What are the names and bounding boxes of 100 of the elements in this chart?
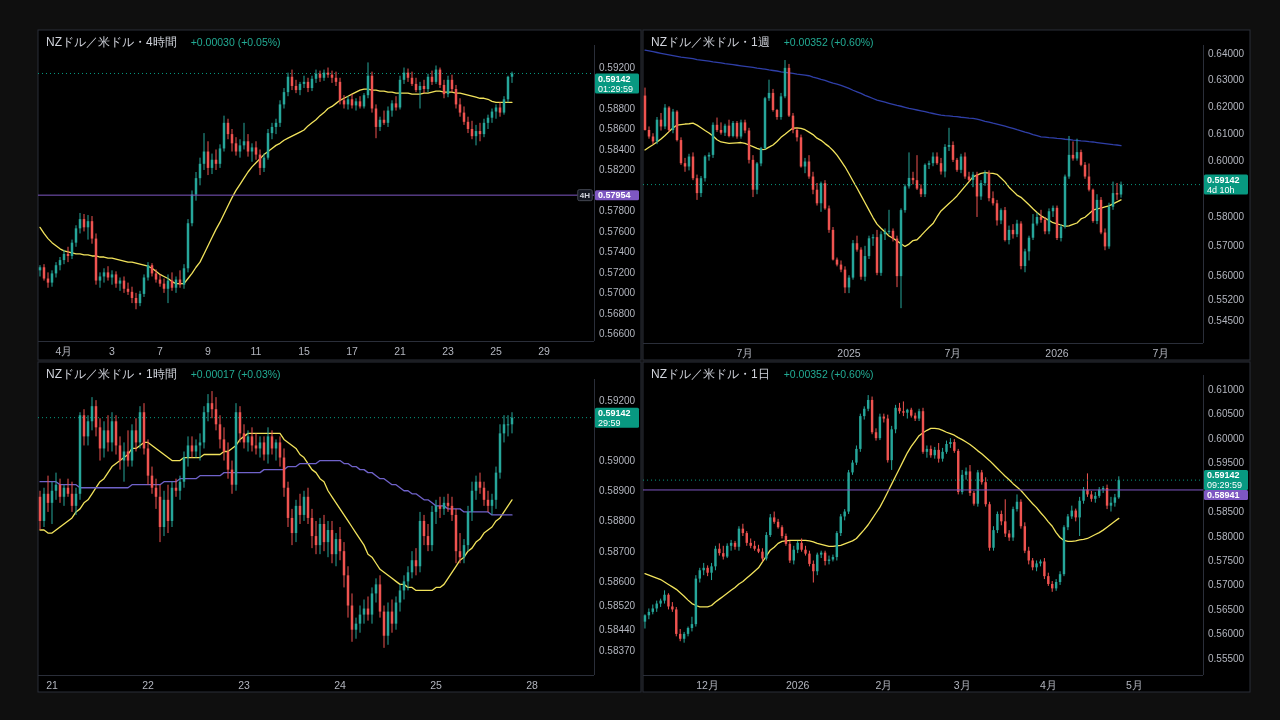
y-tick-label: 0.54500 — [1208, 314, 1245, 326]
chart-title: NZドル／米ドル・4時間 — [46, 35, 177, 49]
x-tick-label: 7 — [157, 345, 164, 357]
line-series — [39, 459, 513, 516]
x-tick-label: 2月 — [875, 679, 893, 691]
ref-line-label: 0.59142 29:59 — [598, 407, 631, 428]
x-tick-label: 11 — [250, 345, 262, 357]
candlestick — [894, 404, 897, 434]
y-tick-label: 0.58440 — [599, 624, 636, 636]
x-tick-label: 7月 — [1152, 347, 1170, 359]
ref-line-label: 0.59142 4d 10h — [1207, 174, 1240, 195]
candlestick — [98, 271, 102, 289]
x-tick-label: 21 — [46, 679, 58, 691]
x-tick-label: 29 — [538, 345, 550, 357]
candlestick — [996, 511, 999, 534]
candlestick — [238, 138, 242, 159]
candlestick — [154, 268, 158, 284]
y-tick-label: 0.57500 — [1208, 554, 1245, 566]
y-tick-label: 0.59000 — [599, 455, 636, 467]
candlestick — [643, 613, 647, 630]
y-tick-label: 0.60000 — [1208, 155, 1245, 167]
y-tick-label: 0.58200 — [599, 164, 636, 176]
x-tick-label: 4月 — [1039, 679, 1057, 691]
y-tick-label: 0.56000 — [1208, 269, 1245, 281]
candlestick — [506, 414, 510, 437]
candlestick — [964, 467, 968, 481]
y-tick-label: 0.57000 — [1208, 240, 1245, 252]
x-tick-label: 22 — [142, 679, 154, 691]
line-series — [39, 432, 513, 592]
ref-line-label: 0.58941 — [1207, 490, 1240, 501]
candlestick — [937, 442, 940, 464]
y-tick-label: 0.55500 — [1208, 652, 1245, 664]
x-tick-label: 28 — [526, 679, 538, 691]
chart-title: NZドル／米ドル・1時間 — [46, 367, 177, 381]
candlestick — [122, 441, 126, 483]
candlestick — [1043, 557, 1046, 580]
x-tick-label: 21 — [394, 345, 406, 357]
ref-line-label: 0.59142 01:29:59 — [598, 73, 634, 94]
y-tick-label: 0.58600 — [599, 575, 636, 587]
y-tick-label: 0.58500 — [1208, 506, 1245, 518]
y-tick-label: 0.63000 — [1208, 74, 1245, 86]
y-tick-label: 0.58000 — [1208, 211, 1245, 223]
y-tick-label: 0.55200 — [1208, 293, 1245, 305]
y-tick-label: 0.60000 — [1208, 432, 1245, 444]
annotation: 4H — [579, 190, 591, 200]
line-series — [644, 49, 1122, 147]
x-tick-label: 3月 — [953, 679, 971, 691]
y-tick-label: 0.58600 — [599, 123, 636, 135]
x-tick-label: 25 — [430, 679, 442, 691]
y-tick-label: 0.59200 — [599, 394, 636, 406]
candlestick — [494, 103, 498, 120]
candlestick — [707, 151, 711, 162]
candlestick — [510, 71, 514, 84]
chart-title: NZドル／米ドル・1日 — [651, 367, 770, 381]
x-tick-label: 7月 — [736, 347, 754, 359]
y-tick-label: 0.56600 — [599, 328, 636, 340]
x-tick-label: 7月 — [944, 347, 962, 359]
chart-subtitle: +0.00352 (+0.60%) — [783, 36, 874, 48]
y-tick-label: 0.56800 — [599, 307, 636, 319]
candlestick — [1113, 493, 1117, 508]
candlestick — [765, 531, 768, 561]
candlestick — [992, 525, 995, 552]
y-tick-label: 0.59200 — [599, 62, 636, 74]
y-tick-label: 0.62000 — [1208, 100, 1245, 112]
chart-subtitle: +0.00030 (+0.05%) — [190, 36, 281, 48]
y-tick-label: 0.59500 — [1208, 457, 1245, 469]
y-tick-label: 0.57800 — [599, 205, 636, 217]
candlestick — [855, 444, 858, 466]
y-tick-label: 0.57000 — [1208, 579, 1245, 591]
line-series — [644, 427, 1120, 608]
ref-line-label: 0.57954 — [598, 190, 631, 201]
y-tick-label: 0.58370 — [599, 645, 636, 657]
y-tick-label: 0.57200 — [599, 266, 636, 278]
y-tick-label: 0.58800 — [599, 103, 636, 114]
y-tick-label: 0.58800 — [599, 515, 636, 527]
x-tick-label: 17 — [346, 345, 358, 357]
y-tick-label: 0.60500 — [1208, 408, 1245, 420]
candlestick — [683, 157, 687, 173]
candlestick — [458, 97, 462, 118]
x-tick-label: 24 — [334, 679, 346, 691]
y-tick-label: 0.58700 — [599, 545, 636, 557]
chart-title: NZドル／米ドル・1週 — [651, 35, 770, 49]
y-tick-label: 0.61000 — [1208, 127, 1245, 139]
x-tick-label: 12月 — [696, 679, 719, 691]
x-tick-label: 9 — [205, 345, 212, 357]
candlestick — [1078, 496, 1081, 537]
y-tick-label: 0.56500 — [1208, 603, 1245, 615]
y-tick-label: 0.61000 — [1208, 383, 1245, 395]
x-tick-label: 4月 — [55, 345, 73, 357]
candlestick — [927, 160, 931, 170]
x-tick-label: 5月 — [1126, 679, 1143, 691]
x-tick-label: 23 — [238, 679, 250, 691]
y-tick-label: 0.58000 — [1208, 530, 1245, 542]
candlestick — [250, 142, 254, 163]
ref-line-label: 0.59142 09:29:59 — [1207, 470, 1243, 491]
y-tick-label: 0.58400 — [599, 143, 636, 155]
candlestick — [126, 429, 130, 468]
y-tick-label: 0.56000 — [1208, 628, 1245, 640]
x-tick-label: 23 — [442, 345, 454, 357]
chart-subtitle: +0.00352 (+0.60%) — [783, 368, 874, 380]
